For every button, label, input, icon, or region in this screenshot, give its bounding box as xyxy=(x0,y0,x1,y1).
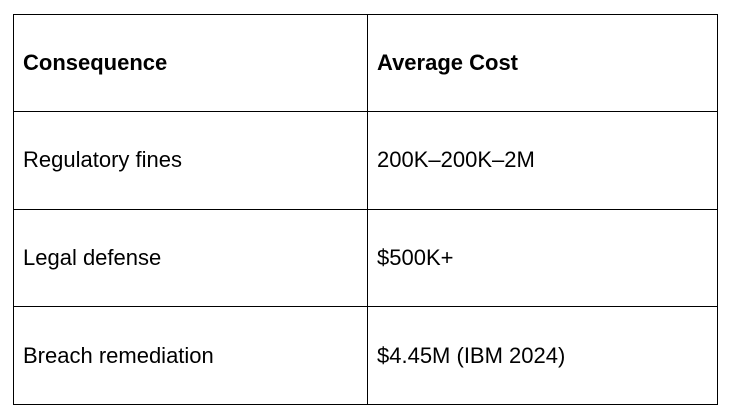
cell: Regulatory fines xyxy=(13,111,368,210)
cost-table: Consequence Average Cost Regulatory fine… xyxy=(13,14,718,405)
row: Breach remediation $4.45M (IBM 2024) xyxy=(13,306,718,405)
cell: Breach remediation xyxy=(13,306,368,405)
header-cell: Average Cost xyxy=(367,14,718,112)
cell: $4.45M (IBM 2024) xyxy=(367,306,718,405)
header-row: Consequence Average Cost xyxy=(13,14,718,112)
row: Regulatory fines 200K–200K–2M xyxy=(13,111,718,210)
cell: 200K–200K–2M xyxy=(367,111,718,210)
row: Legal defense $500K+ xyxy=(13,208,718,308)
cell: $500K+ xyxy=(367,208,718,308)
header-cell: Consequence xyxy=(13,14,368,112)
cell: Legal defense xyxy=(13,208,368,308)
